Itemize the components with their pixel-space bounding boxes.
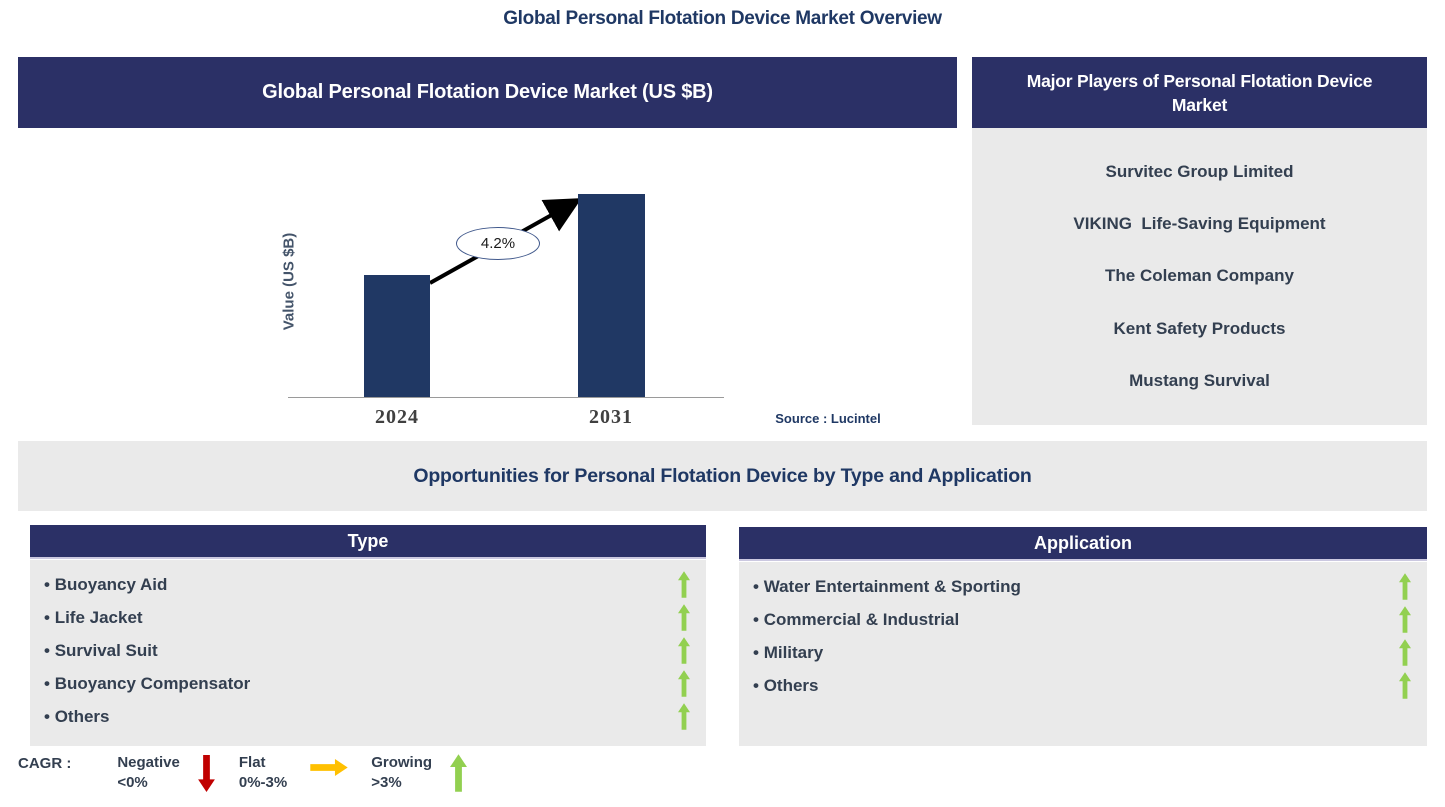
up-arrow-icon xyxy=(678,604,690,631)
list-item: Military xyxy=(739,636,1427,669)
company-name: Survitec Group Limited xyxy=(1105,162,1294,182)
up-arrow-icon xyxy=(1399,672,1411,699)
legend-negative-range: <0% xyxy=(117,774,148,791)
up-arrow-icon xyxy=(450,754,468,792)
up-arrow-icon xyxy=(1399,573,1411,600)
application-list: Water Entertainment & Sporting Commercia… xyxy=(739,562,1427,746)
company-name: Kent Safety Products xyxy=(1113,318,1286,338)
list-item: Others xyxy=(30,700,706,733)
type-panel-title: Type xyxy=(347,530,389,551)
legend-growing-range: >3% xyxy=(371,774,402,791)
bar-2024 xyxy=(364,275,430,397)
application-item-label: Commercial & Industrial xyxy=(753,610,960,630)
up-arrow-icon xyxy=(678,637,690,664)
up-arrow-icon xyxy=(1399,639,1411,666)
players-panel-header: Major Players of Personal Flotation Devi… xyxy=(972,57,1427,128)
legend-flat-range: 0%-3% xyxy=(238,774,288,791)
cagr-value: 4.2% xyxy=(480,235,516,252)
application-panel-title: Application xyxy=(1034,532,1132,553)
type-panel-header: Type xyxy=(30,525,706,559)
chart-x-axis xyxy=(288,397,724,398)
up-arrow-icon xyxy=(1399,606,1411,633)
application-item-label: Water Entertainment & Sporting xyxy=(753,577,1021,597)
list-item: Others xyxy=(739,669,1427,702)
x-tick-2024: 2024 xyxy=(375,406,419,428)
cagr-legend-label: CAGR : xyxy=(18,755,72,772)
down-arrow-icon xyxy=(197,755,215,792)
cagr-legend: CAGR : Negative <0% Flat 0%-3% Growing >… xyxy=(18,753,468,793)
type-item-label: Others xyxy=(44,707,110,727)
company-name: VIKING Life-Saving Equipment xyxy=(1073,214,1326,234)
type-item-label: Survival Suit xyxy=(44,641,158,661)
list-item: Buoyancy Aid xyxy=(30,568,706,601)
type-item-label: Buoyancy Compensator xyxy=(44,674,251,694)
players-list: Survitec Group Limited VIKING Life-Savin… xyxy=(972,128,1427,425)
type-list: Buoyancy Aid Life Jacket Survival Suit B… xyxy=(30,560,706,746)
cagr-annotation: 4.2% xyxy=(456,227,540,260)
application-item-label: Others xyxy=(753,676,819,696)
list-item: Commercial & Industrial xyxy=(739,603,1427,636)
legend-item-negative: Negative <0% xyxy=(117,753,239,793)
x-tick-2031: 2031 xyxy=(589,406,633,428)
opportunities-band: Opportunities for Personal Flotation Dev… xyxy=(18,441,1427,511)
company-name: The Coleman Company xyxy=(1105,266,1294,286)
bar-chart: Value (US $B) 4.2% 2024 2031 Source : Lu… xyxy=(18,128,957,440)
trend-arrow xyxy=(429,198,582,285)
company-name: Mustang Survival xyxy=(1129,370,1270,390)
application-panel-header: Application xyxy=(739,527,1427,561)
type-item-label: Buoyancy Aid xyxy=(44,575,168,595)
legend-item-growing: Growing >3% xyxy=(371,753,468,793)
players-panel-title: Major Players of Personal Flotation Devi… xyxy=(1026,70,1373,115)
right-arrow-icon xyxy=(310,759,348,776)
legend-item-flat: Flat 0%-3% xyxy=(239,753,371,793)
bar-2031 xyxy=(578,194,645,397)
up-arrow-icon xyxy=(678,670,690,697)
page-title: Global Personal Flotation Device Market … xyxy=(503,8,942,29)
up-arrow-icon xyxy=(678,703,690,730)
application-item-label: Military xyxy=(753,643,824,663)
chart-panel-title: Global Personal Flotation Device Market … xyxy=(262,81,713,103)
up-arrow-icon xyxy=(678,571,690,598)
source-note: Source : Lucintel xyxy=(775,411,881,426)
legend-growing-name: Growing xyxy=(371,754,433,771)
opportunities-title: Opportunities for Personal Flotation Dev… xyxy=(413,464,1032,487)
legend-flat-name: Flat xyxy=(238,754,266,771)
chart-panel-header: Global Personal Flotation Device Market … xyxy=(18,57,957,128)
list-item: Water Entertainment & Sporting xyxy=(739,570,1427,603)
legend-negative-name: Negative xyxy=(117,754,180,771)
list-item: Buoyancy Compensator xyxy=(30,667,706,700)
type-item-label: Life Jacket xyxy=(44,608,143,628)
list-item: Survival Suit xyxy=(30,634,706,667)
list-item: Life Jacket xyxy=(30,601,706,634)
